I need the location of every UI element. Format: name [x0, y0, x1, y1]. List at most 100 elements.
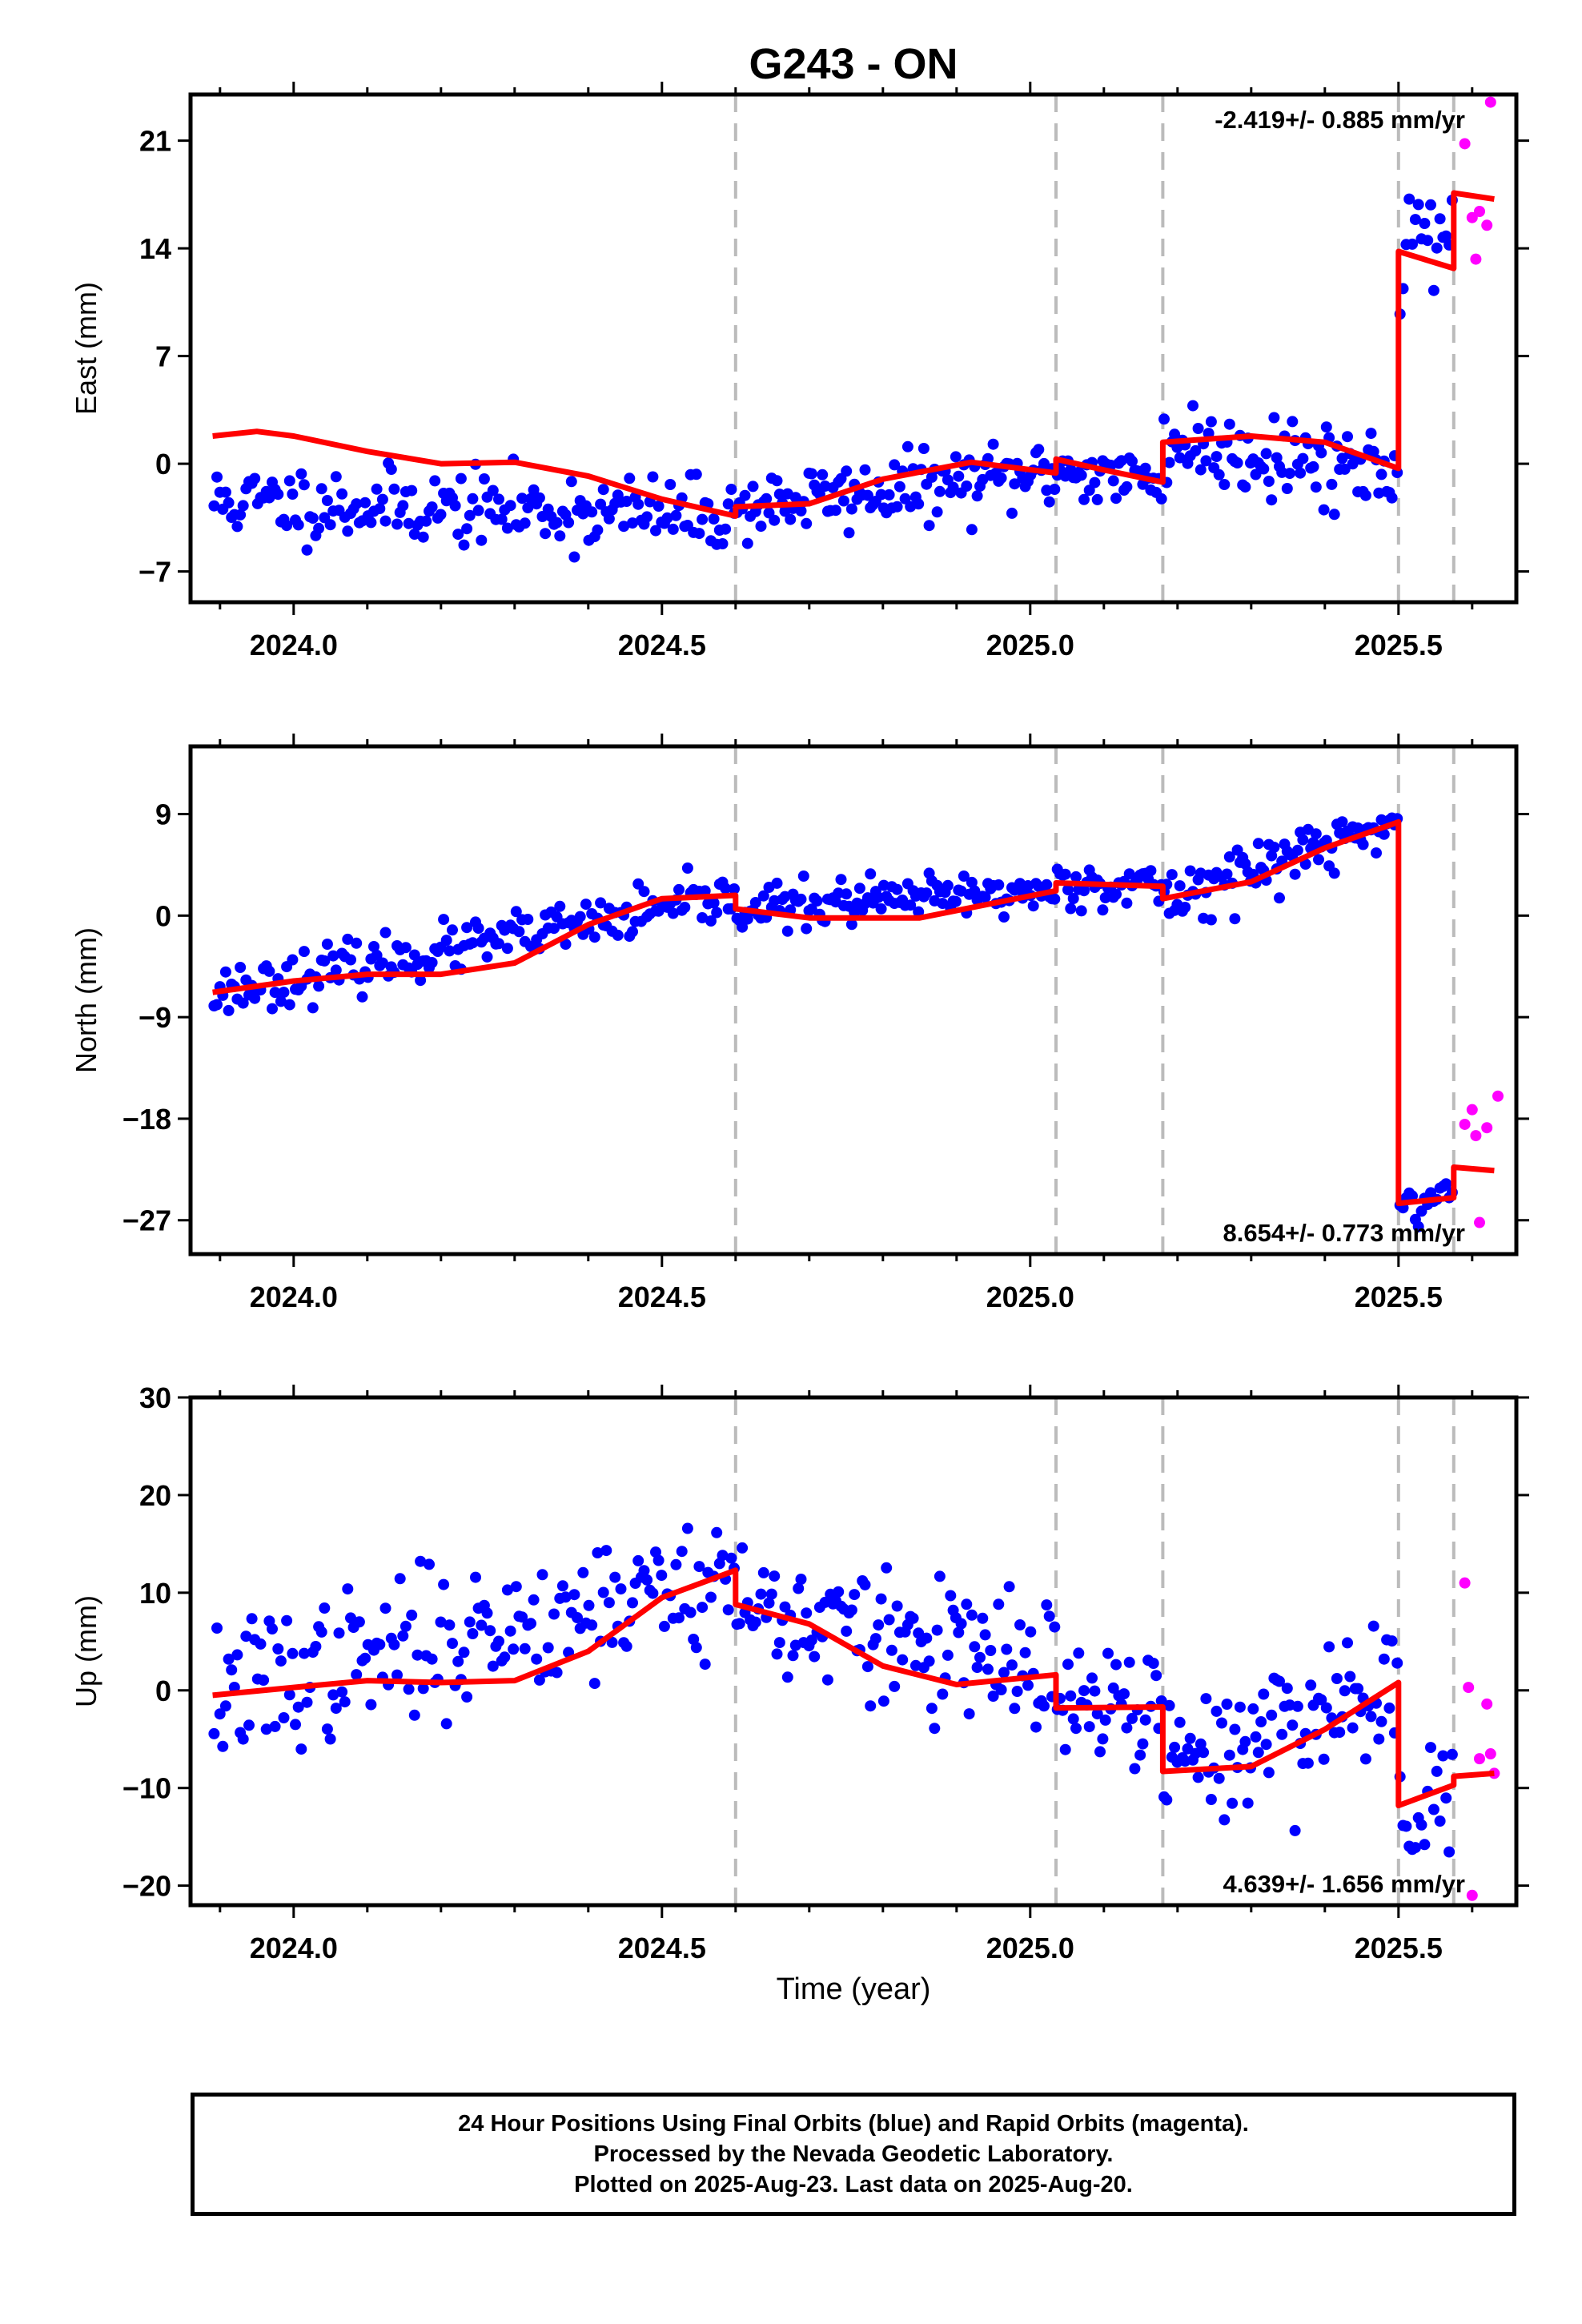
final-orbit-point: [1006, 507, 1018, 519]
final-orbit-point: [374, 503, 386, 515]
final-orbit-point: [1190, 444, 1202, 456]
final-orbit-point: [1227, 1797, 1239, 1809]
final-orbit-point: [478, 473, 490, 485]
final-orbit-point: [1110, 493, 1122, 505]
final-orbit-point: [1205, 914, 1217, 926]
final-orbit-point: [969, 1641, 981, 1653]
final-orbit-point: [765, 1588, 777, 1600]
final-orbit-point: [942, 1649, 954, 1661]
final-orbit-point: [574, 911, 586, 923]
final-orbit-point: [1158, 413, 1170, 425]
final-orbit-point: [747, 480, 759, 493]
final-orbit-point: [661, 512, 673, 524]
final-orbit-point: [1386, 1635, 1398, 1647]
final-orbit-point: [408, 1709, 420, 1721]
final-orbit-point: [249, 992, 261, 1004]
final-orbit-point: [805, 468, 817, 480]
final-orbit-point: [843, 527, 855, 539]
final-orbit-point: [995, 1684, 1007, 1695]
final-orbit-point: [292, 519, 304, 531]
final-orbit-point: [1169, 428, 1181, 440]
final-orbit-point: [359, 1652, 371, 1664]
final-orbit-point: [620, 1640, 632, 1652]
final-orbit-point: [769, 1570, 781, 1582]
final-orbit-point: [452, 529, 464, 541]
final-orbit-point: [1006, 1659, 1018, 1671]
final-orbit-point: [913, 498, 925, 510]
final-orbit-point: [1139, 462, 1151, 474]
final-orbit-point: [1268, 412, 1280, 424]
final-orbit-point: [351, 1669, 363, 1681]
final-orbit-point: [415, 975, 427, 987]
final-orbit-point: [307, 513, 319, 524]
panel-north: 2024.0 2024.5 2025.0 2025.5 9 0 −9 −18 −27 North …: [70, 734, 1529, 1313]
final-orbit-point: [1062, 884, 1074, 896]
y-tick-label: 0: [155, 448, 171, 480]
final-orbit-point: [214, 1708, 226, 1720]
final-orbit-point: [1174, 880, 1186, 892]
final-orbit-point: [536, 1569, 548, 1581]
final-orbit-point: [921, 1632, 933, 1644]
final-orbit-point: [281, 1614, 293, 1626]
final-orbit-point: [805, 1634, 817, 1647]
final-orbit-point: [1059, 868, 1071, 880]
final-orbit-point: [458, 1647, 470, 1659]
final-orbit-point: [376, 493, 388, 505]
final-orbit-point: [1014, 1619, 1026, 1630]
y-tick-label: 10: [139, 1577, 171, 1610]
final-orbit-point: [406, 1609, 418, 1621]
final-orbit-point: [211, 471, 223, 483]
final-orbit-point: [609, 1571, 621, 1583]
final-orbit-point: [435, 1616, 447, 1628]
final-orbit-point: [1289, 1824, 1301, 1836]
final-orbit-point: [374, 1638, 386, 1651]
final-orbit-point: [365, 1699, 377, 1711]
final-orbit-point: [947, 481, 959, 493]
final-orbit-point: [1043, 1610, 1055, 1622]
final-orbit-point: [725, 1552, 737, 1564]
final-orbit-point: [1001, 1643, 1013, 1655]
final-orbit-point: [388, 483, 400, 495]
final-orbit-point: [548, 1608, 560, 1620]
final-orbit-point: [1310, 481, 1322, 493]
final-orbit-point: [1041, 879, 1053, 891]
final-orbit-point: [859, 1578, 871, 1590]
x-tick-label: 2024.5: [618, 629, 706, 661]
y-tick-label: −9: [139, 1001, 171, 1034]
final-orbit-point: [295, 1743, 307, 1755]
final-orbit-point: [861, 489, 873, 501]
final-orbit-point: [455, 472, 467, 485]
model-line: [212, 818, 1495, 1207]
plot-frame: [188, 92, 1519, 605]
final-orbit-point: [415, 1555, 427, 1567]
final-orbit-point: [499, 1651, 511, 1663]
final-orbit-point: [219, 966, 231, 978]
final-orbit-point: [333, 1627, 345, 1639]
final-orbit-point: [1391, 1657, 1403, 1669]
final-orbit-point: [342, 933, 354, 945]
final-orbit-point: [345, 954, 356, 966]
final-orbit-point: [974, 1651, 986, 1663]
final-orbit-point: [615, 1583, 627, 1595]
plot-area: [208, 746, 1504, 1254]
final-orbit-point: [426, 1653, 438, 1665]
final-orbit-point: [885, 1644, 897, 1656]
rapid-orbit-point: [1459, 138, 1471, 150]
final-orbit-point: [1011, 1686, 1023, 1697]
final-orbit-point: [641, 1574, 653, 1586]
final-orbit-point: [531, 1653, 543, 1665]
final-orbit-point: [397, 1630, 409, 1642]
final-orbit-point: [298, 946, 310, 958]
final-orbit-point: [1431, 242, 1443, 254]
final-orbit-point: [883, 1614, 895, 1626]
final-orbit-point: [987, 1691, 999, 1702]
final-orbit-point: [487, 1660, 499, 1672]
final-orbit-point: [934, 485, 946, 497]
final-orbit-point: [461, 922, 473, 934]
final-orbit-point: [424, 1558, 435, 1570]
final-orbit-point: [624, 472, 636, 485]
y-tick-label: 30: [139, 1381, 171, 1414]
final-orbit-point: [811, 895, 823, 907]
rapid-orbit-point: [1484, 96, 1496, 108]
final-orbit-point: [258, 1675, 270, 1686]
